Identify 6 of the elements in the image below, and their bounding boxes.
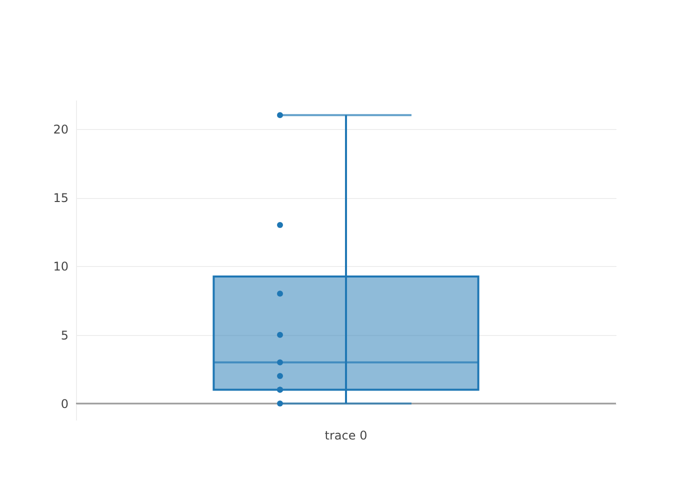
x-tick-label: trace 0 [324,428,368,442]
y-tick-label: 10 [53,260,68,274]
y-tick-label: 0 [60,397,68,412]
y-tick-label: 15 [53,191,68,206]
y-tick-label: 5 [60,328,68,342]
y-tick-label: 20 [53,122,68,136]
